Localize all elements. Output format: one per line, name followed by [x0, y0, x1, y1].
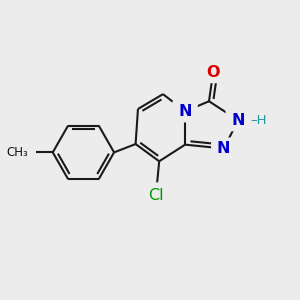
FancyBboxPatch shape: [211, 137, 236, 160]
Text: Cl: Cl: [148, 188, 164, 203]
FancyBboxPatch shape: [141, 182, 171, 208]
FancyBboxPatch shape: [226, 109, 251, 131]
FancyBboxPatch shape: [172, 100, 198, 122]
Text: –H: –H: [250, 114, 267, 127]
Text: CH₃: CH₃: [7, 146, 28, 159]
Text: O: O: [206, 64, 220, 80]
Text: N: N: [231, 113, 245, 128]
Text: N: N: [217, 141, 230, 156]
FancyBboxPatch shape: [200, 61, 226, 83]
Text: N: N: [178, 104, 192, 119]
